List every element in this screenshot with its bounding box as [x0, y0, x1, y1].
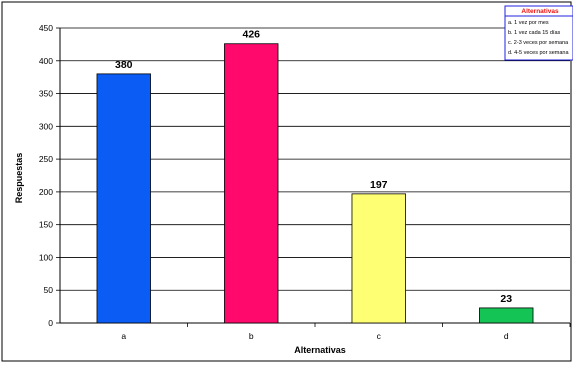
- bar-d: [479, 307, 534, 324]
- y-tick-label-1: 50: [44, 285, 54, 295]
- x-tick-label-d: d: [504, 331, 509, 341]
- x-tick-label-b: b: [249, 331, 254, 341]
- bar-c: [351, 193, 406, 324]
- y-tick-label-4: 200: [39, 187, 53, 197]
- x-axis-label: Alternativas: [294, 345, 346, 355]
- data-label-c: 197: [370, 179, 388, 191]
- y-tick-label-3: 150: [39, 220, 53, 230]
- y-axis-label: Respuestas: [14, 153, 24, 204]
- x-tick-label-a: a: [121, 331, 126, 341]
- legend-entry-b: b. 1 vez cada 15 días: [508, 30, 561, 36]
- legend: Alternativas a. 1 vez por mes b. 1 vez c…: [504, 5, 573, 61]
- y-tick-label-2: 100: [39, 252, 53, 262]
- bar-b: [224, 43, 279, 324]
- y-tick-label-5: 250: [39, 154, 53, 164]
- legend-entry-d: d. 4-5 veces por semana: [508, 50, 569, 56]
- data-label-a: 380: [115, 59, 133, 71]
- legend-title: Alternativas: [521, 8, 559, 15]
- legend-entry-c: c. 2-3 veces por semana: [508, 40, 569, 46]
- plot-area: 0 50 100 150 200 250 300 350 400 450 380 a 426 b 197 c 2…: [39, 23, 571, 341]
- legend-entry-a: a. 1 vez por mes: [508, 20, 549, 26]
- y-tick-label-7: 350: [39, 89, 53, 99]
- y-tick-label-0: 0: [48, 318, 53, 328]
- y-tick-label-8: 400: [39, 56, 53, 66]
- x-tick-label-c: c: [377, 331, 382, 341]
- legend-box: [504, 5, 573, 61]
- y-tick-label-9: 450: [39, 23, 53, 33]
- chart-area-border: [1, 1, 572, 362]
- data-label-d: 23: [500, 293, 512, 305]
- data-label-b: 426: [242, 29, 260, 41]
- y-tick-label-6: 300: [39, 121, 53, 131]
- bar-a: [96, 73, 151, 324]
